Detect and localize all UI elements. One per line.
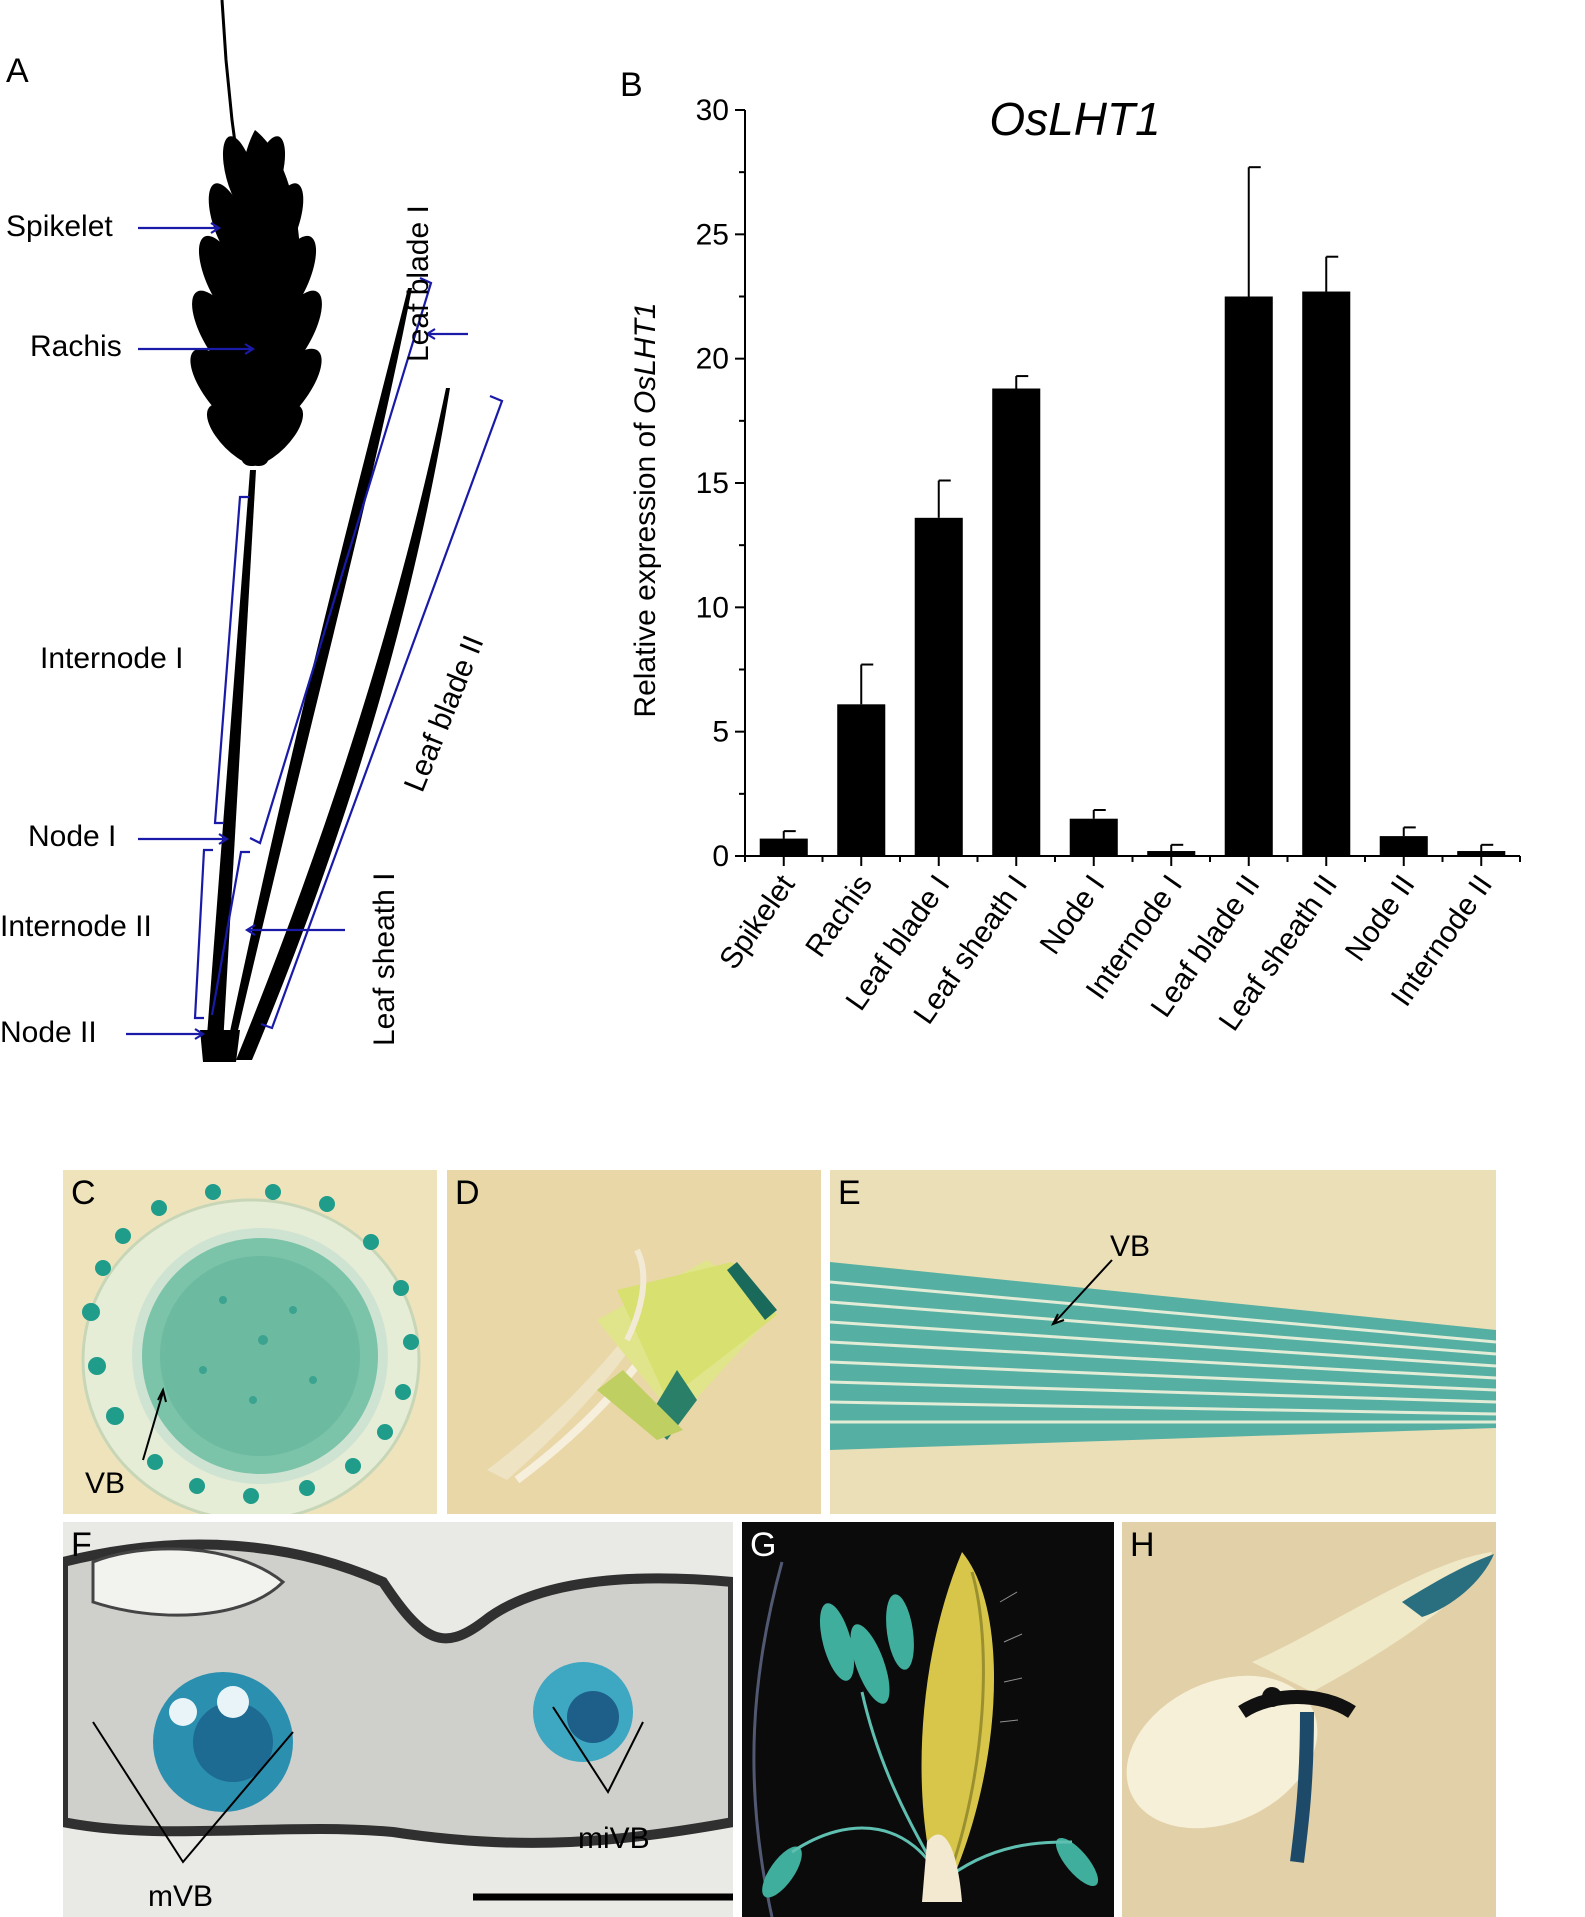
leaf-1 bbox=[225, 288, 412, 1056]
panel-f-photo: F mVB miVB bbox=[63, 1522, 733, 1917]
y-tick-label: 5 bbox=[712, 716, 729, 749]
bar bbox=[914, 517, 963, 856]
panel-g-letter: G bbox=[750, 1526, 777, 1564]
panel-e-photo: E VB bbox=[830, 1170, 1496, 1514]
panel-f-letter: F bbox=[71, 1526, 92, 1564]
label-spikelet: Spikelet bbox=[6, 210, 113, 243]
leaf-2 bbox=[236, 388, 450, 1060]
bar bbox=[1224, 296, 1273, 856]
panel-e-vb-label: VB bbox=[1110, 1230, 1151, 1263]
chart-error-bars bbox=[782, 166, 1494, 852]
bar bbox=[759, 838, 808, 856]
panel-c-photo: C VB bbox=[63, 1170, 437, 1514]
plant-schematic bbox=[126, 0, 504, 1062]
bar bbox=[1069, 818, 1118, 856]
panel-h-photo: H bbox=[1122, 1522, 1496, 1917]
label-leaf-blade-1: Leaf blade I bbox=[402, 205, 435, 362]
spike bbox=[190, 130, 322, 467]
y-tick-label: 0 bbox=[712, 840, 729, 873]
panel-b-letter: B bbox=[620, 66, 643, 104]
bar bbox=[1302, 291, 1351, 856]
bar bbox=[837, 704, 886, 856]
culm bbox=[205, 470, 256, 1062]
panel-c-letter: C bbox=[71, 1174, 96, 1212]
x-tick-label: Rachis bbox=[799, 869, 879, 963]
y-label-prefix: Relative expression of bbox=[629, 414, 662, 718]
panel-d-photo: D bbox=[447, 1170, 821, 1514]
bar bbox=[992, 388, 1041, 856]
panel-d-letter: D bbox=[455, 1174, 480, 1212]
x-tick-label: Node II bbox=[1339, 869, 1422, 967]
chart-y-axis-label: Relative expression of OsLHT1 bbox=[629, 302, 662, 717]
y-tick-label: 30 bbox=[696, 94, 729, 127]
label-rachis: Rachis bbox=[30, 330, 122, 363]
panel-f-mvb-label: mVB bbox=[148, 1880, 214, 1913]
label-leaf-sheath-1: Leaf sheath I bbox=[368, 872, 401, 1046]
bar bbox=[1147, 851, 1196, 856]
panel-a-letter: A bbox=[6, 52, 29, 90]
bar bbox=[1457, 851, 1506, 856]
label-node-2: Node II bbox=[0, 1016, 97, 1049]
panel-e-letter: E bbox=[838, 1174, 861, 1212]
x-tick-label: Node I bbox=[1034, 869, 1112, 960]
y-tick-label: 25 bbox=[696, 218, 729, 251]
label-brackets bbox=[126, 222, 504, 1040]
label-node-1: Node I bbox=[28, 820, 117, 853]
chart-y-ticks: 0 5 10 15 20 25 30 bbox=[696, 94, 745, 873]
y-label-gene: OsLHT1 bbox=[629, 302, 662, 414]
panel-g-photo: G bbox=[742, 1522, 1114, 1917]
label-internode-1: Internode I bbox=[40, 642, 184, 675]
bar bbox=[1379, 836, 1428, 856]
awn bbox=[220, 0, 238, 151]
label-internode-2: Internode II bbox=[0, 910, 152, 943]
chart-bars bbox=[759, 291, 1506, 856]
panel-h-letter: H bbox=[1130, 1526, 1155, 1564]
y-tick-label: 10 bbox=[696, 591, 729, 624]
panel-c-vb-label: VB bbox=[85, 1467, 126, 1500]
panel-f-mivb-label: miVB bbox=[578, 1822, 650, 1855]
x-tick-label: Spikelet bbox=[713, 869, 802, 976]
chart-title: OsLHT1 bbox=[989, 93, 1160, 145]
y-tick-label: 15 bbox=[696, 467, 729, 500]
y-tick-label: 20 bbox=[696, 343, 729, 376]
expression-bar-chart: OsLHT1 Relative expression of OsLHT1 0 5 1… bbox=[629, 93, 1521, 1037]
